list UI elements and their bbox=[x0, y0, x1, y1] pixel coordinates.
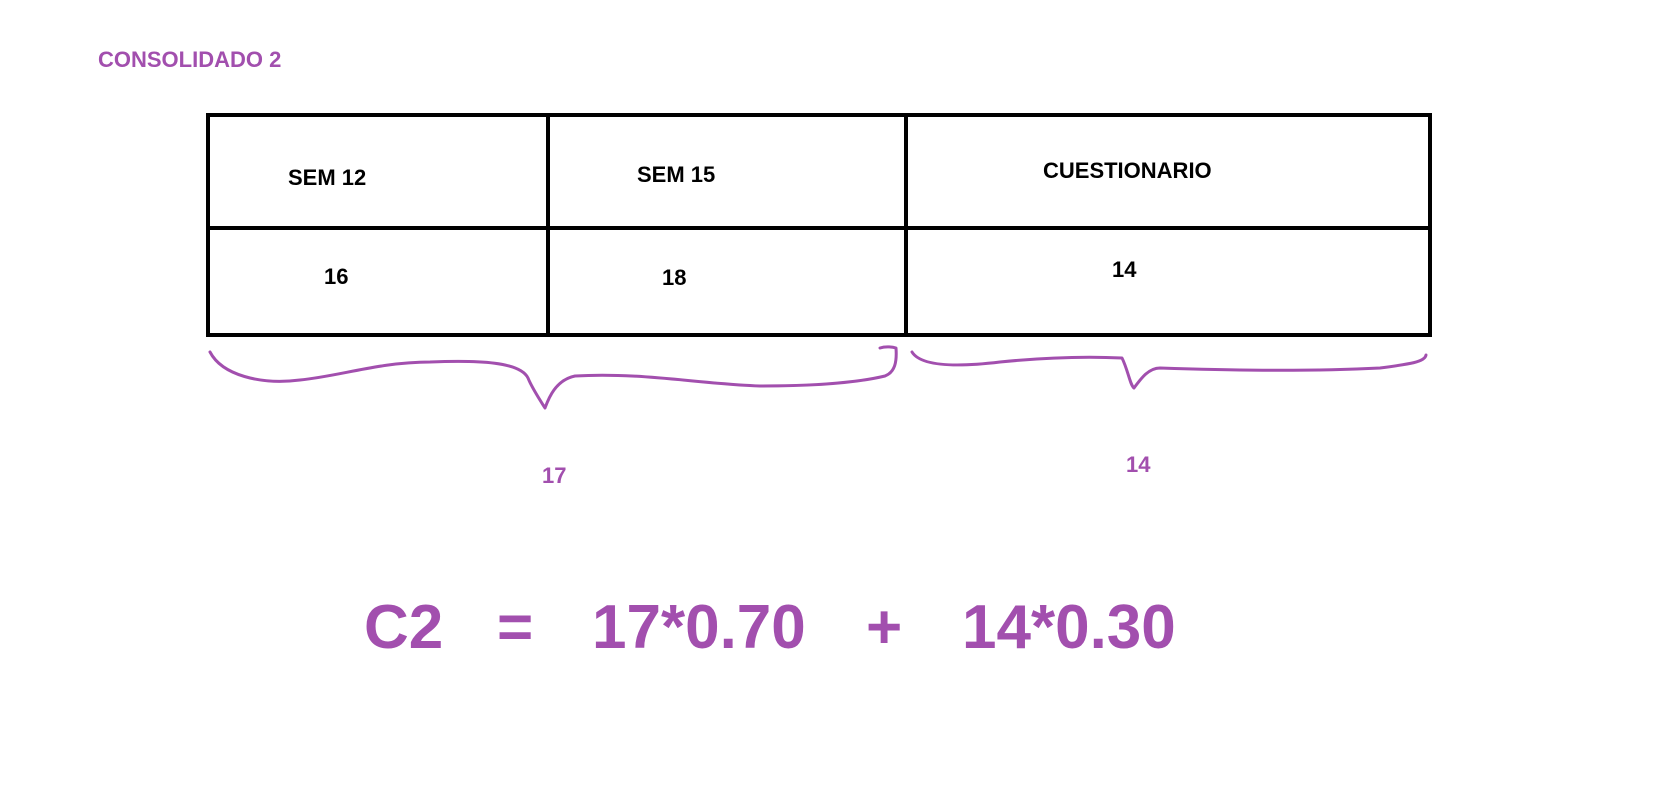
formula-plus: + bbox=[866, 593, 903, 662]
value-sem-12: 16 bbox=[324, 264, 349, 289]
page-title: CONSOLIDADO 2 bbox=[98, 47, 282, 72]
table-grid bbox=[206, 113, 1432, 337]
right-brace bbox=[910, 350, 1428, 390]
header-sem-12: SEM 12 bbox=[288, 165, 367, 190]
left-brace bbox=[208, 345, 898, 410]
formula-term-1: 17*0.70 bbox=[592, 593, 806, 662]
value-sem-15: 18 bbox=[662, 265, 687, 290]
header-cuestionario: CUESTIONARIO bbox=[1043, 158, 1212, 183]
right-group-result: 14 bbox=[1126, 452, 1151, 477]
header-sem-15: SEM 15 bbox=[637, 162, 716, 187]
table-outline bbox=[206, 113, 1432, 337]
left-group-result: 17 bbox=[542, 463, 567, 488]
formula-equals: = bbox=[497, 593, 534, 662]
formula-term-2: 14*0.30 bbox=[962, 593, 1176, 662]
formula-lhs: C2 bbox=[364, 593, 444, 662]
value-cuestionario: 14 bbox=[1112, 257, 1137, 282]
grouping-braces bbox=[208, 345, 1428, 410]
